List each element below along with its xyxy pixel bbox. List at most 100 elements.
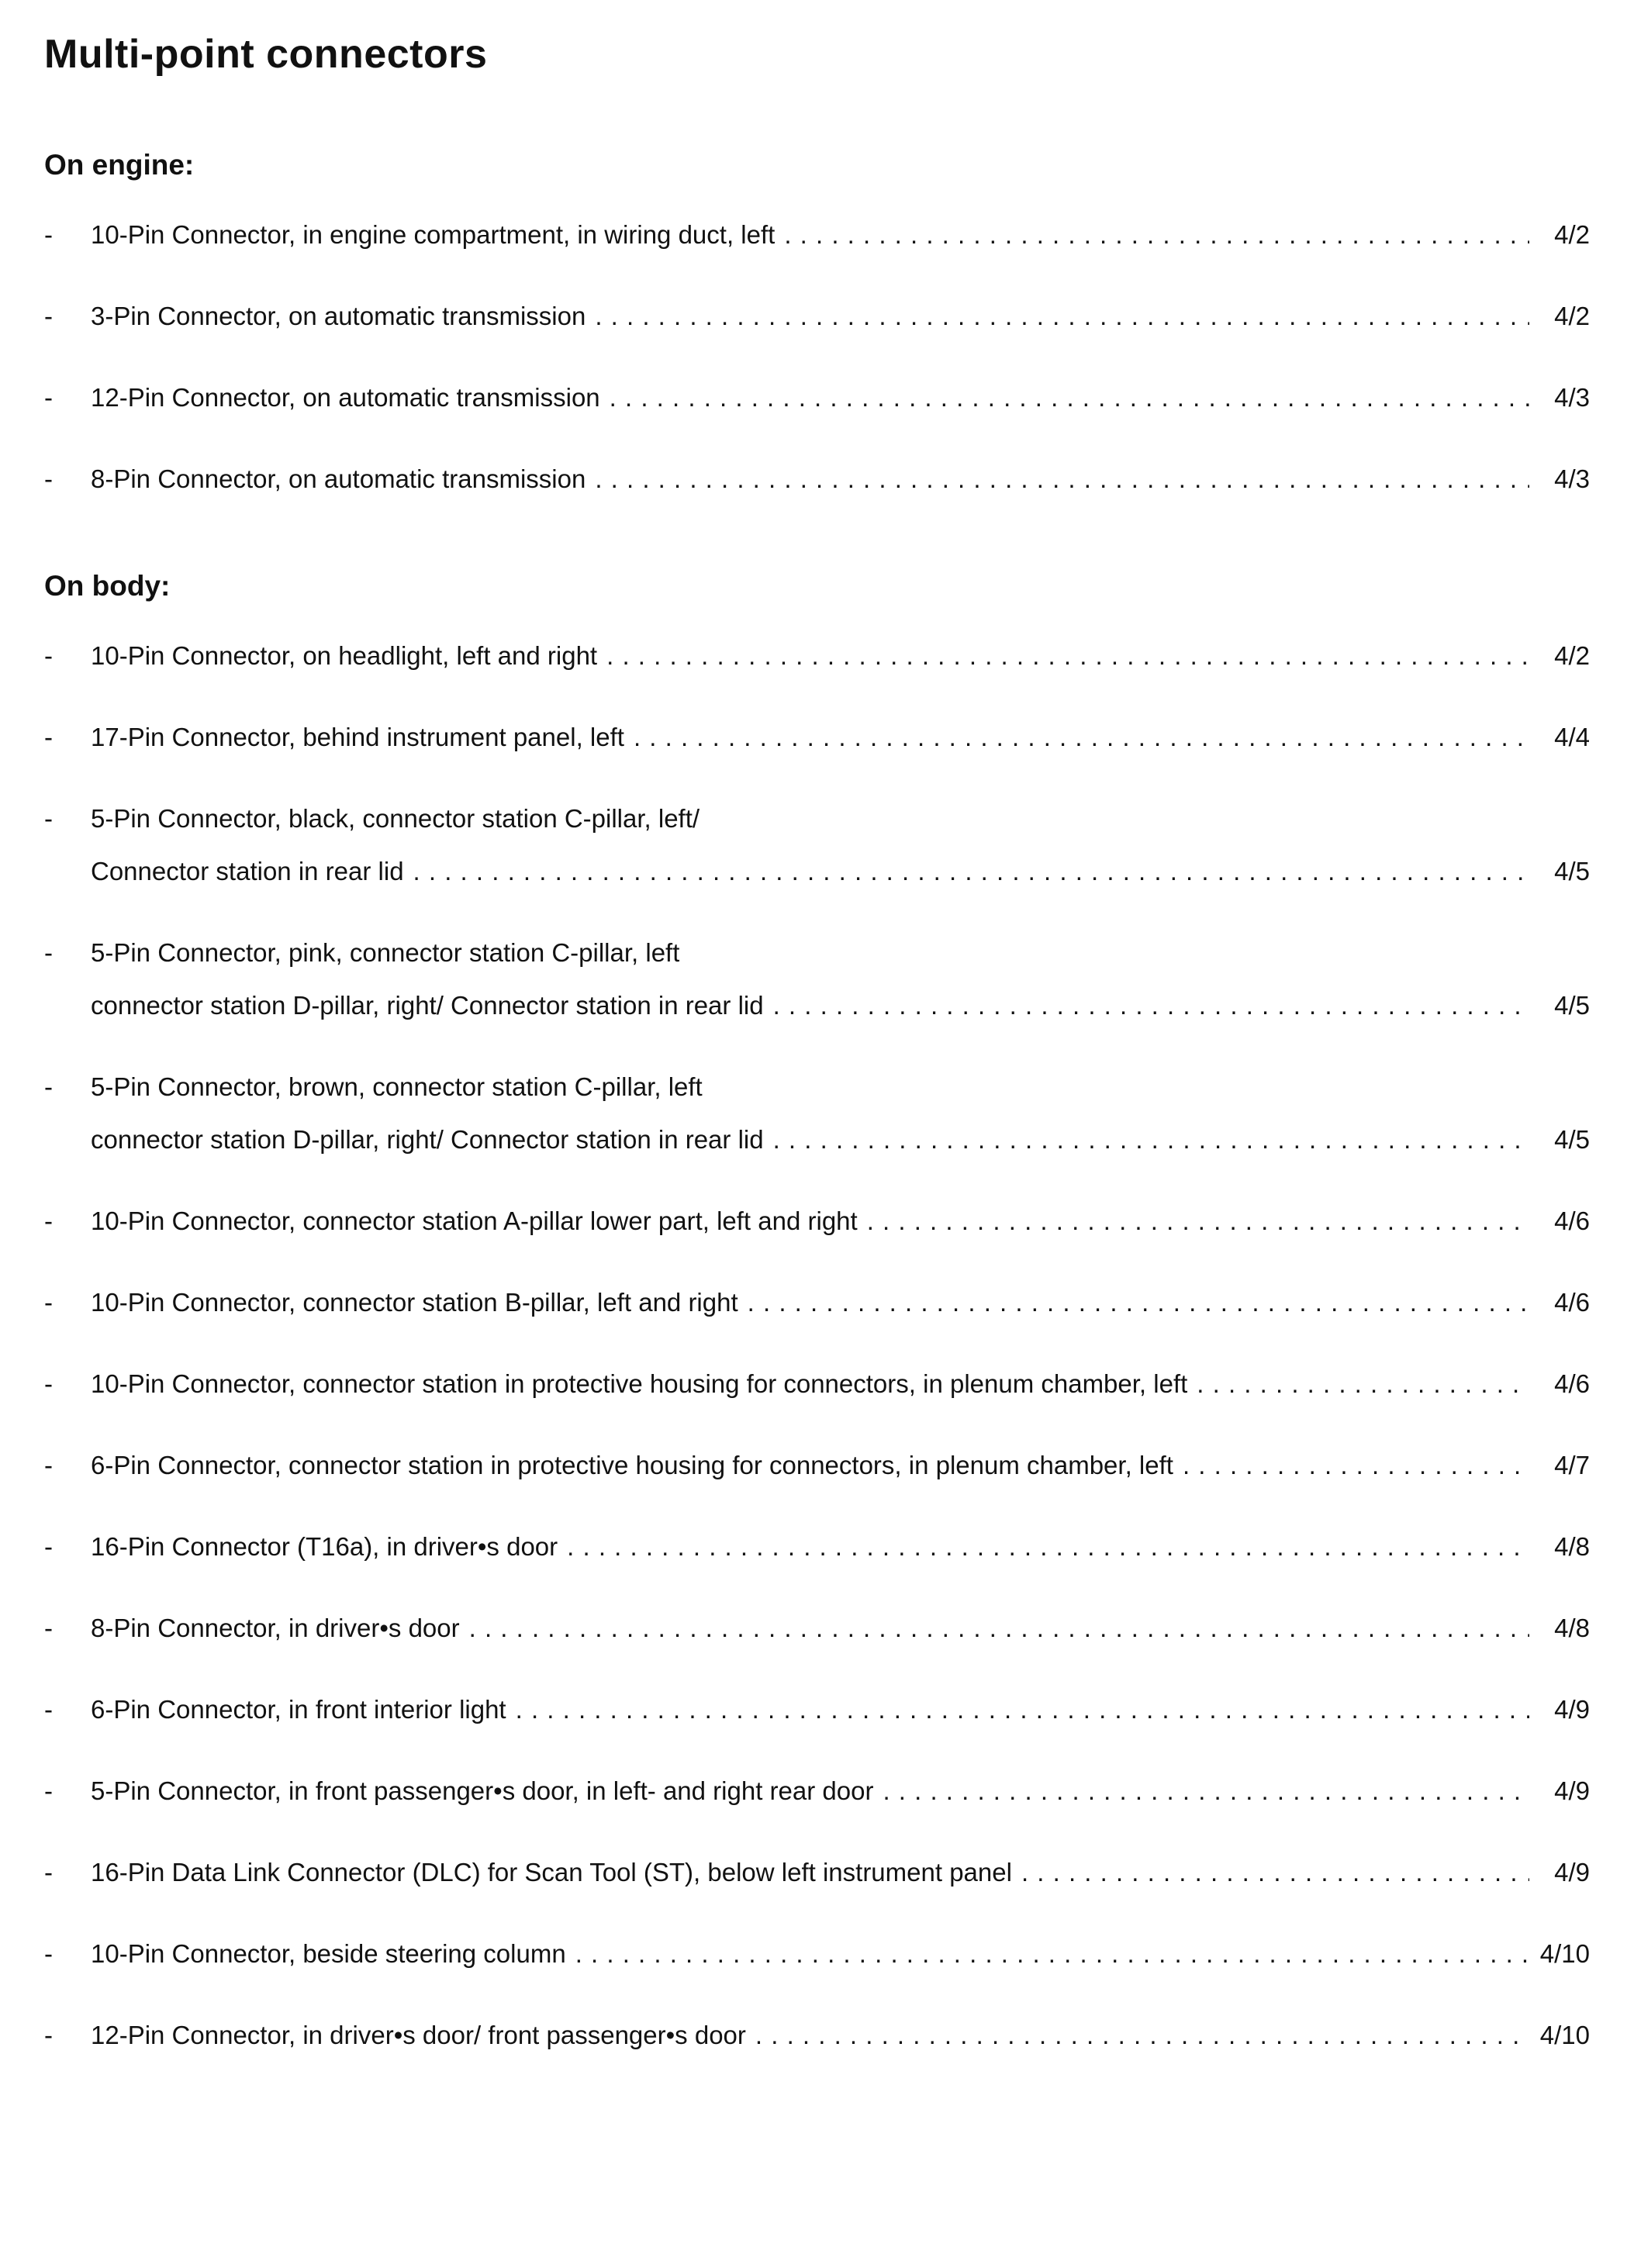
entry-line: connector station D-pillar, right/ Conne… (91, 989, 1590, 1022)
toc-entry: - 12-Pin Connector, in driver•s door/ fro… (44, 2019, 1590, 2052)
entry-dash: - (44, 1776, 53, 1805)
page-number: 4/10 (1539, 2021, 1590, 2049)
entry-dash: - (44, 1939, 53, 1968)
dot-leader: . . . . . . . . . . . . . . . . . . . . … (1197, 1369, 1529, 1398)
entry-line: 5-Pin Connector, brown, connector statio… (91, 1071, 1590, 1103)
entry-line: 5-Pin Connector, black, connector statio… (91, 803, 1590, 835)
toc-entry: - 16-Pin Connector (T16a), in driver•s do… (44, 1531, 1590, 1563)
entry-line: 10-Pin Connector, beside steering column… (91, 1938, 1590, 1970)
dot-leader: . . . . . . . . . . . . . . . . . . . . … (595, 464, 1529, 493)
entry-text: 10-Pin Connector, connector station B-pi… (91, 1288, 738, 1317)
entry-text: 10-Pin Connector, beside steering column (91, 1939, 566, 1968)
toc-entry: - 8-Pin Connector, in driver•s door . . . … (44, 1612, 1590, 1645)
entry-content: 10-Pin Connector, beside steering column… (91, 1938, 1590, 1970)
entry-content: 10-Pin Connector, connector station A-pi… (91, 1205, 1590, 1238)
page-number: 4/4 (1554, 723, 1590, 751)
toc-entry: - 10-Pin Connector, on headlight, left an… (44, 640, 1590, 672)
entry-text: 16-Pin Data Link Connector (DLC) for Sca… (91, 1858, 1012, 1887)
entry-line: 12-Pin Connector, in driver•s door/ fron… (91, 2019, 1590, 2052)
entry-dash: - (44, 723, 53, 751)
page-title: Multi-point connectors (44, 32, 488, 77)
dot-leader: . . . . . . . . . . . . . . . . . . . . … (609, 383, 1529, 412)
entry-text: 6-Pin Connector, connector station in pr… (91, 1451, 1173, 1479)
toc-entry: - 10-Pin Connector, in engine compartment… (44, 219, 1590, 251)
entry-line: 10-Pin Connector, connector station A-pi… (91, 1205, 1590, 1238)
entry-dash: - (44, 1695, 53, 1724)
entry-text: 12-Pin Connector, on automatic transmiss… (91, 383, 600, 412)
entry-line: 8-Pin Connector, on automatic transmissi… (91, 463, 1590, 495)
toc-entry: - 10-Pin Connector, beside steering colum… (44, 1938, 1590, 1970)
page-number: 4/3 (1554, 383, 1590, 412)
toc-entry: - 17-Pin Connector, behind instrument pan… (44, 721, 1590, 754)
entry-text: Connector station in rear lid (91, 857, 404, 885)
entry-line: Connector station in rear lid . . . . . .… (91, 855, 1590, 888)
dot-leader: . . . . . . . . . . . . . . . . . . . . … (413, 857, 1529, 885)
entry-text: 10-Pin Connector, connector station in p… (91, 1369, 1188, 1398)
dot-leader: . . . . . . . . . . . . . . . . . . . . … (515, 1695, 1529, 1724)
entry-text: 8-Pin Connector, on automatic transmissi… (91, 464, 586, 493)
dot-leader: . . . . . . . . . . . . . . . . . . . . … (866, 1206, 1529, 1235)
entry-text: 17-Pin Connector, behind instrument pane… (91, 723, 624, 751)
page-number: 4/6 (1554, 1288, 1590, 1317)
entry-text: 10-Pin Connector, on headlight, left and… (91, 641, 598, 670)
dot-leader: . . . . . . . . . . . . . . . . . . . . … (567, 1532, 1529, 1561)
entry-dash: - (44, 1532, 53, 1561)
page-number: 4/9 (1554, 1695, 1590, 1724)
entry-line: 16-Pin Connector (T16a), in driver•s doo… (91, 1531, 1590, 1563)
entry-content: 5-Pin Connector, black, connector statio… (91, 803, 1590, 888)
entry-text: 5-Pin Connector, black, connector statio… (91, 804, 700, 833)
page-number: 4/9 (1554, 1858, 1590, 1887)
page-number: 4/2 (1554, 641, 1590, 670)
page-number: 4/8 (1554, 1532, 1590, 1561)
toc-entry: - 3-Pin Connector, on automatic transmiss… (44, 300, 1590, 333)
page-number: 4/10 (1539, 1939, 1590, 1968)
toc-entry: - 5-Pin Connector, pink, connector statio… (44, 937, 1590, 1022)
page-number: 4/5 (1554, 991, 1590, 1020)
page-number: 4/6 (1554, 1206, 1590, 1235)
entry-dash: - (44, 464, 53, 493)
entry-dash: - (44, 804, 53, 833)
entry-line: 16-Pin Data Link Connector (DLC) for Sca… (91, 1856, 1590, 1889)
dot-leader: . . . . . . . . . . . . . . . . . . . . … (747, 1288, 1529, 1317)
entry-content: 17-Pin Connector, behind instrument pane… (91, 721, 1590, 754)
page-number: 4/7 (1554, 1451, 1590, 1479)
entry-text: 5-Pin Connector, in front passenger•s do… (91, 1776, 874, 1805)
entry-text: 10-Pin Connector, in engine compartment,… (91, 220, 776, 249)
entry-content: 10-Pin Connector, on headlight, left and… (91, 640, 1590, 672)
dot-leader: . . . . . . . . . . . . . . . . . . . . … (772, 1125, 1529, 1154)
toc-entry: - 10-Pin Connector, connector station B-p… (44, 1286, 1590, 1319)
entry-content: 6-Pin Connector, connector station in pr… (91, 1449, 1590, 1482)
entry-dash: - (44, 383, 53, 412)
entry-dash: - (44, 641, 53, 670)
page-number: 4/9 (1554, 1776, 1590, 1805)
entry-line: 6-Pin Connector, connector station in pr… (91, 1449, 1590, 1482)
dot-leader: . . . . . . . . . . . . . . . . . . . . … (575, 1939, 1529, 1968)
entry-dash: - (44, 1206, 53, 1235)
entry-content: 6-Pin Connector, in front interior light… (91, 1693, 1590, 1726)
entry-dash: - (44, 1858, 53, 1887)
entry-text: 5-Pin Connector, brown, connector statio… (91, 1072, 703, 1101)
page-number: 4/2 (1554, 220, 1590, 249)
toc-section: On engine: - 10-Pin Connector, in engine c… (44, 149, 1590, 495)
entry-line: 12-Pin Connector, on automatic transmiss… (91, 381, 1590, 414)
dot-leader: . . . . . . . . . . . . . . . . . . . . … (1021, 1858, 1529, 1887)
entry-line: connector station D-pillar, right/ Conne… (91, 1124, 1590, 1156)
dot-leader: . . . . . . . . . . . . . . . . . . . . … (883, 1776, 1529, 1805)
entry-text: 6-Pin Connector, in front interior light (91, 1695, 506, 1724)
entry-dash: - (44, 1369, 53, 1398)
entry-dash: - (44, 1072, 53, 1101)
toc-entry: - 10-Pin Connector, connector station in … (44, 1368, 1590, 1400)
entry-content: 5-Pin Connector, in front passenger•s do… (91, 1775, 1590, 1807)
entry-content: 16-Pin Connector (T16a), in driver•s doo… (91, 1531, 1590, 1563)
entry-content: 8-Pin Connector, in driver•s door . . . .… (91, 1612, 1590, 1645)
entry-line: 10-Pin Connector, connector station in p… (91, 1368, 1590, 1400)
entry-text: 12-Pin Connector, in driver•s door/ fron… (91, 2021, 746, 2049)
entry-content: 10-Pin Connector, in engine compartment,… (91, 219, 1590, 251)
entry-line: 5-Pin Connector, pink, connector station… (91, 937, 1590, 969)
entry-text: 3-Pin Connector, on automatic transmissi… (91, 302, 586, 330)
entry-content: 5-Pin Connector, brown, connector statio… (91, 1071, 1590, 1156)
entry-dash: - (44, 1288, 53, 1317)
page-number: 4/3 (1554, 464, 1590, 493)
dot-leader: . . . . . . . . . . . . . . . . . . . . … (784, 220, 1529, 249)
page-number: 4/2 (1554, 302, 1590, 330)
